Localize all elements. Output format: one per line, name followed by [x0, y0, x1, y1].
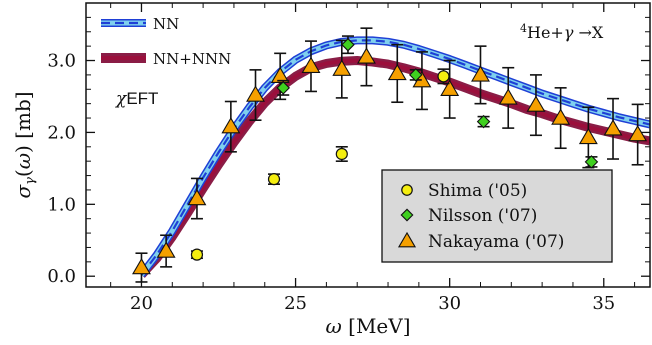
data-point-diamond — [341, 35, 355, 55]
legend-nn-label: NN — [153, 15, 179, 33]
y-tick-label: 1.0 — [47, 194, 76, 215]
data-point-triangle — [603, 97, 623, 160]
data-point-triangle — [332, 39, 352, 99]
data-point-triangle — [628, 103, 648, 166]
data-point-triangle — [187, 177, 207, 220]
data-point-diamond — [584, 155, 599, 169]
data-point-circle — [335, 145, 348, 162]
marker-diamond — [341, 37, 355, 52]
y-axis-label: σγ(ω) [mb] — [11, 91, 38, 198]
marker-triangle — [471, 65, 490, 82]
marker-diamond — [276, 81, 291, 95]
marker-triangle — [498, 88, 518, 105]
legend-label: Nakayama ('07) — [428, 232, 564, 252]
y-axis-ticks: 0.0 1.0 2.0 3.0 — [47, 16, 650, 287]
data-point-triangle — [357, 27, 376, 87]
plot-frame — [85, 2, 651, 288]
nn-line — [140, 39, 650, 276]
marker-triangle — [156, 241, 176, 258]
data-point-triangle — [270, 52, 290, 101]
y-tick-label: 3.0 — [47, 51, 76, 72]
data-point-triangle — [471, 45, 490, 105]
y-tick-label: 0.0 — [47, 266, 76, 287]
data-point-diamond — [408, 68, 423, 82]
marker-triangle — [551, 108, 571, 125]
y-tick-label: 2.0 — [47, 122, 76, 143]
data-point-diamond — [476, 114, 491, 129]
legend-label: Nilsson ('07) — [428, 206, 537, 226]
marker-triangle — [187, 188, 207, 206]
marker-triangle — [221, 117, 241, 134]
marker-circle — [335, 147, 348, 161]
data-point-triangle — [440, 59, 460, 119]
data-point-circle — [190, 248, 204, 261]
x-tick-label: 20 — [130, 293, 153, 314]
marker-triangle — [387, 63, 407, 81]
reaction-annotation: 4He+γ →X — [520, 22, 604, 42]
x-tick-label: 35 — [592, 293, 615, 314]
data-point-circle — [267, 173, 281, 186]
marker-triangle — [301, 56, 321, 73]
data-point-triangle — [132, 252, 151, 283]
marker-diamond — [584, 155, 599, 169]
legend-marker-circle — [401, 184, 413, 196]
marker-triangle — [440, 79, 460, 96]
marker-triangle — [526, 95, 546, 112]
data-point-triangle — [387, 43, 407, 104]
x-tick-label: 30 — [438, 293, 461, 314]
legend-experiment: Shima ('05) Nilsson ('07) Nakayama ('07) — [381, 169, 613, 263]
marker-triangle — [578, 127, 598, 145]
data-point-triangle — [526, 74, 546, 137]
legend-label: Shima ('05) — [428, 181, 527, 201]
data-point-diamond — [276, 79, 291, 96]
data-points — [132, 27, 648, 283]
marker-circle — [267, 173, 281, 186]
marker-triangle — [357, 47, 376, 64]
legend-nnn-label: NN+NNN — [153, 50, 231, 68]
marker-triangle — [332, 59, 352, 76]
marker-circle — [190, 248, 204, 261]
legend-marker-diamond — [400, 208, 414, 222]
marker-triangle — [132, 257, 151, 275]
data-point-triangle — [301, 40, 321, 93]
marker-diamond — [408, 68, 423, 82]
method-annotation: χEFT — [115, 89, 158, 109]
marker-circle — [437, 70, 450, 83]
marker-triangle — [628, 124, 648, 142]
legend-marker-triangle — [397, 231, 417, 248]
legend-theory: NN NN+NNN — [101, 15, 231, 68]
data-point-circle — [437, 68, 450, 85]
data-point-triangle — [551, 87, 571, 150]
marker-triangle — [270, 66, 290, 84]
x-axis-ticks: 20 25 30 35 — [110, 3, 636, 314]
marker-diamond — [476, 114, 491, 129]
data-point-triangle — [498, 66, 518, 129]
legend-box — [381, 169, 613, 263]
x-axis-label: ω [MeV] — [325, 314, 410, 338]
data-point-triangle — [156, 234, 176, 268]
data-point-triangle — [246, 69, 265, 121]
marker-triangle — [246, 85, 265, 102]
marker-triangle — [603, 119, 623, 136]
data-point-triangle — [221, 100, 241, 153]
x-tick-label: 25 — [284, 293, 307, 314]
